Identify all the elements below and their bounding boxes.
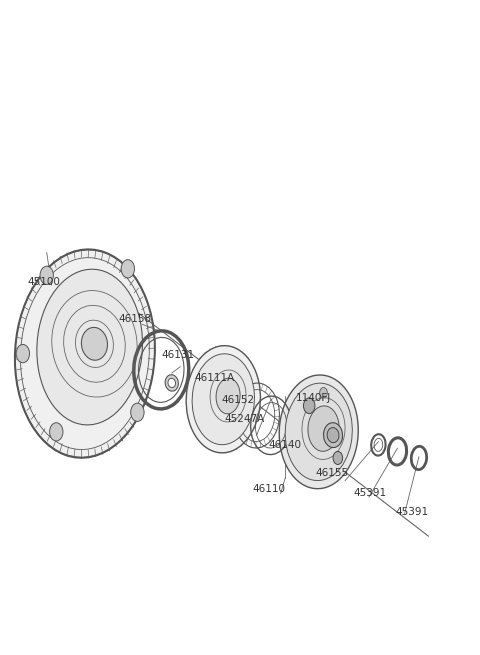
Ellipse shape	[216, 378, 240, 414]
Text: 46111A: 46111A	[195, 373, 235, 383]
Ellipse shape	[15, 250, 155, 457]
Circle shape	[131, 403, 144, 421]
Ellipse shape	[165, 375, 179, 391]
Text: 46131: 46131	[161, 350, 194, 360]
Text: 1140FJ: 1140FJ	[296, 392, 332, 403]
Text: 46140: 46140	[269, 440, 301, 450]
Text: 46110: 46110	[253, 484, 286, 494]
Ellipse shape	[168, 379, 176, 388]
Circle shape	[40, 266, 53, 284]
Circle shape	[121, 259, 134, 278]
Ellipse shape	[285, 383, 352, 481]
Text: 45391: 45391	[395, 507, 428, 517]
Ellipse shape	[37, 269, 143, 425]
Ellipse shape	[279, 375, 358, 489]
Text: 45100: 45100	[28, 277, 60, 287]
Ellipse shape	[192, 354, 254, 445]
Ellipse shape	[308, 406, 339, 451]
Text: 46152: 46152	[222, 394, 255, 405]
Text: 45391: 45391	[354, 488, 387, 498]
Text: 46155: 46155	[315, 468, 348, 478]
Circle shape	[333, 451, 343, 464]
Ellipse shape	[327, 428, 339, 443]
Circle shape	[49, 422, 63, 441]
Ellipse shape	[324, 422, 343, 447]
Text: 45247A: 45247A	[225, 414, 265, 424]
Ellipse shape	[186, 346, 261, 453]
Ellipse shape	[82, 328, 108, 360]
Circle shape	[16, 345, 30, 363]
Circle shape	[320, 388, 327, 398]
Circle shape	[303, 398, 315, 413]
Text: 46158: 46158	[118, 314, 151, 324]
